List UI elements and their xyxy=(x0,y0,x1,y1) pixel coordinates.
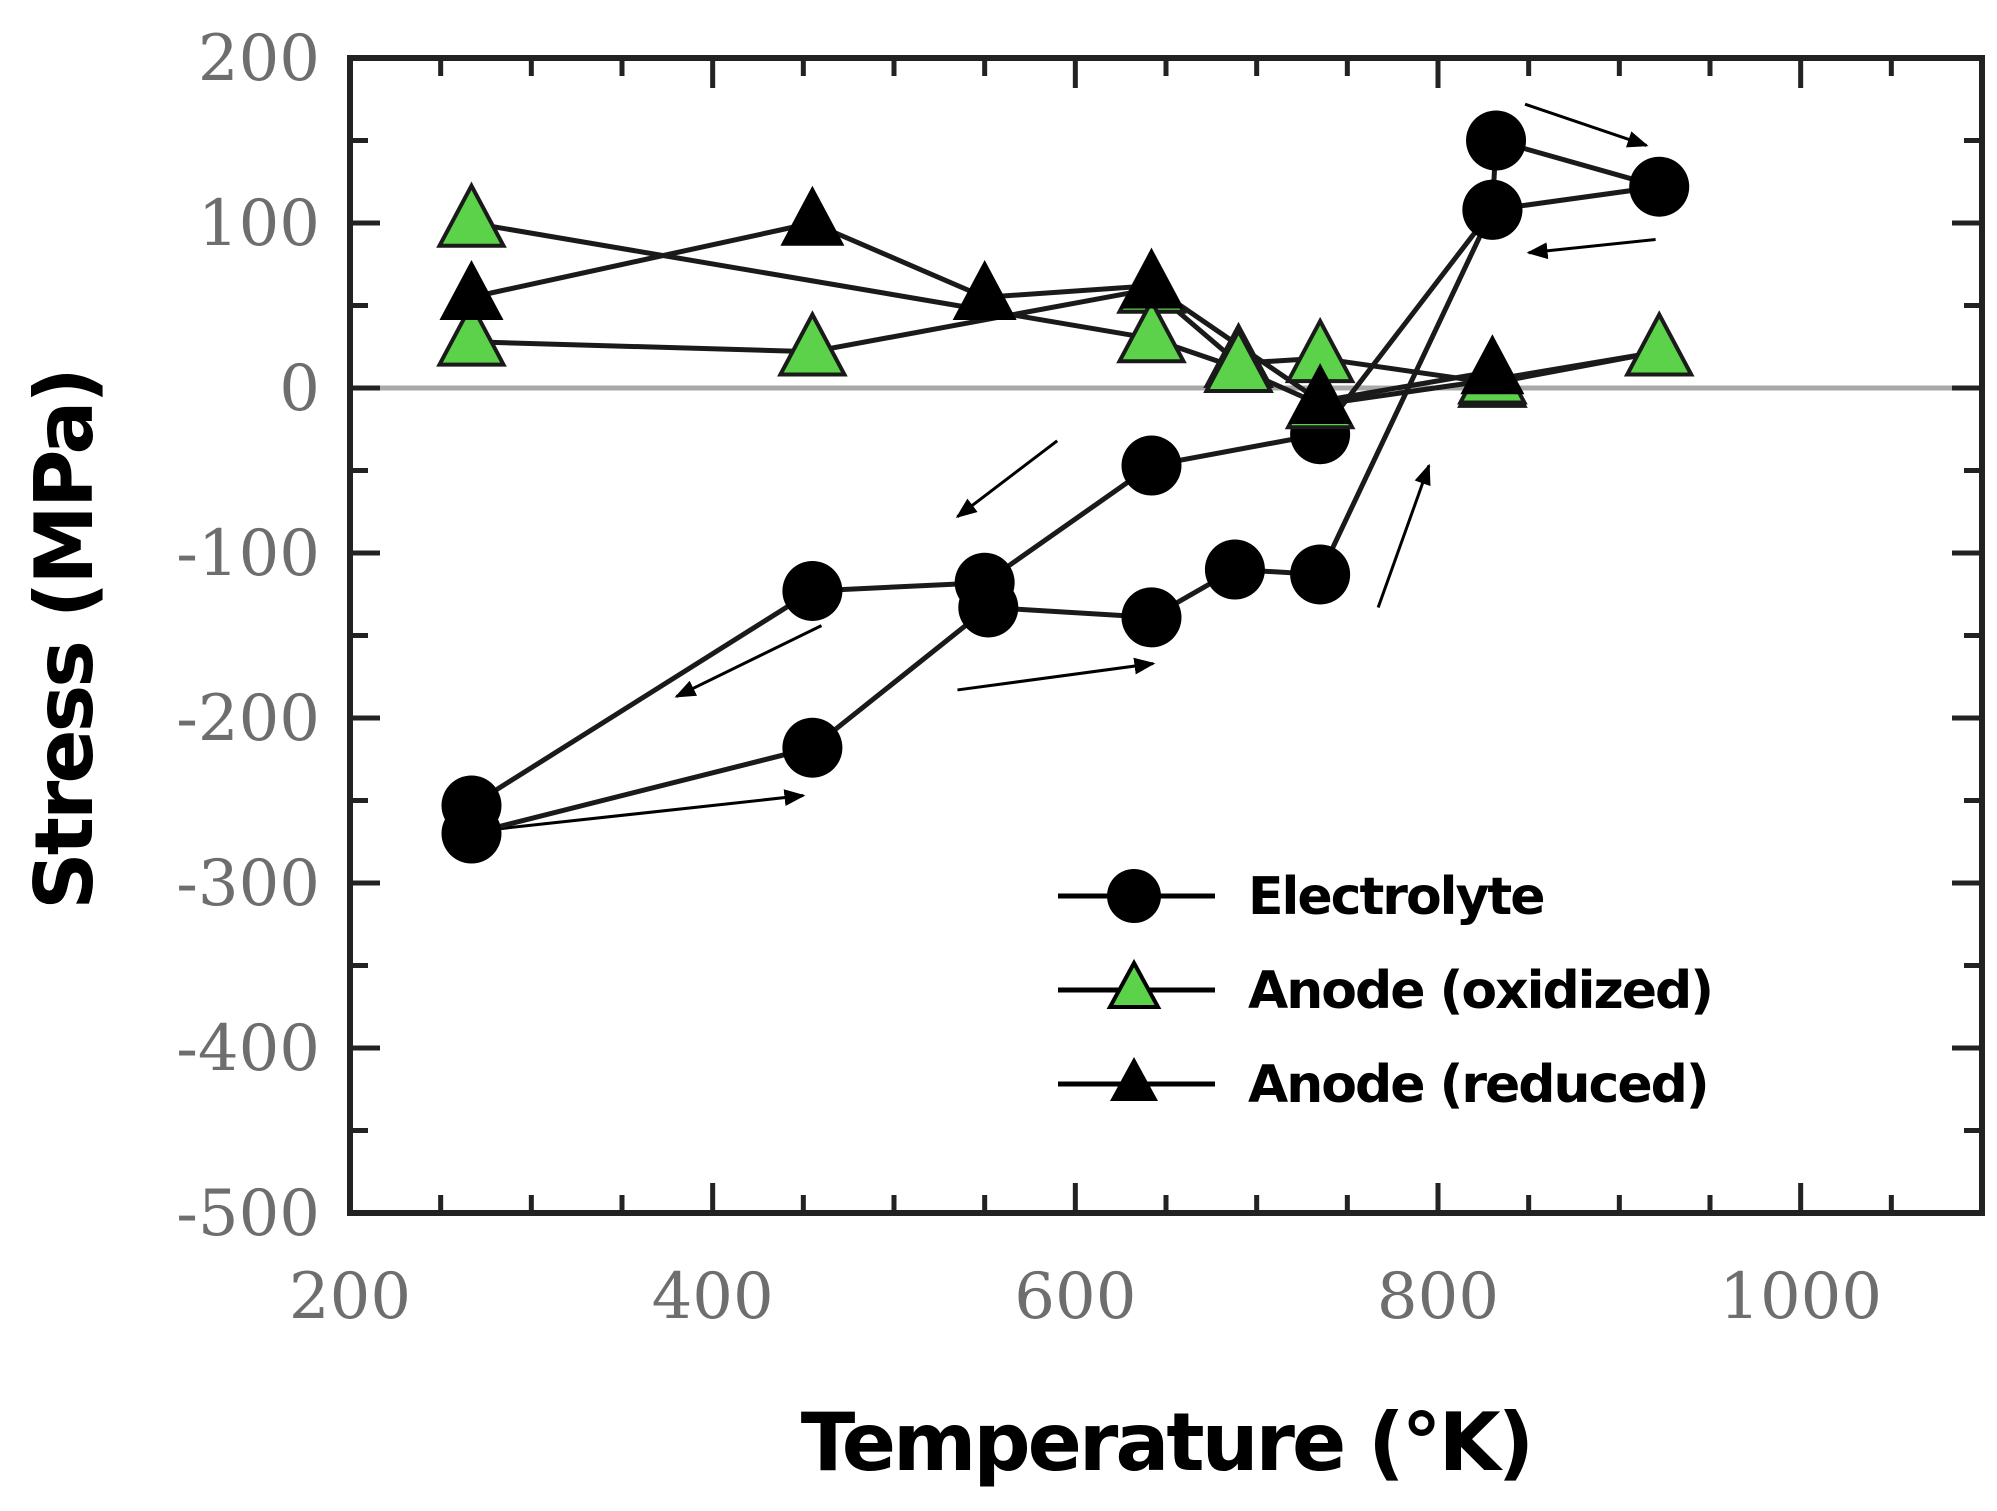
electrolyte-point xyxy=(1121,587,1182,648)
direction-arrow xyxy=(485,789,806,832)
anode-reduced-point xyxy=(952,260,1017,321)
legend-marker-electrolyte xyxy=(1107,869,1161,923)
y-axis-title: Stress (MPa) xyxy=(18,370,111,910)
legend-label-anode-oxidized: Anode (oxidized) xyxy=(1248,961,1712,1021)
direction-arrow xyxy=(955,439,1059,518)
anode-oxidized-point xyxy=(777,310,848,377)
legend-label-anode-reduced: Anode (reduced) xyxy=(1248,1055,1708,1115)
legend-marker-anode-reduced xyxy=(1110,1057,1158,1101)
anode-reduced-point xyxy=(780,185,845,246)
y-tick-label: -100 xyxy=(176,517,320,591)
electrolyte-point xyxy=(1629,156,1690,217)
legend-marker-anode-oxidized xyxy=(1106,958,1162,1009)
electrolyte-point xyxy=(954,552,1015,613)
x-tick-label: 800 xyxy=(1377,1260,1499,1334)
electrolyte-point xyxy=(1290,544,1351,605)
y-tick-label: -400 xyxy=(176,1012,320,1086)
anode-oxidized-point xyxy=(1623,310,1695,377)
x-tick-label: 400 xyxy=(652,1260,774,1334)
anode-reduced-point xyxy=(1460,334,1525,395)
anode-reduced-point xyxy=(439,260,504,321)
anode-reduced-point xyxy=(1119,248,1184,309)
electrolyte-point xyxy=(1121,435,1182,496)
series-line-2 xyxy=(470,220,1493,404)
y-tick-label: -200 xyxy=(176,682,320,756)
x-tick-label: 1000 xyxy=(1719,1260,1882,1334)
legend: Electrolyte Anode (oxidized) Anode (redu… xyxy=(1058,867,1714,1115)
y-tick-label: -300 xyxy=(176,847,320,921)
electrolyte-point xyxy=(441,775,502,836)
y-tick-label: 200 xyxy=(198,22,320,96)
direction-arrow xyxy=(674,624,823,698)
direction-arrow xyxy=(1526,238,1656,260)
electrolyte-point xyxy=(1462,179,1523,240)
electrolyte-point xyxy=(1466,110,1527,171)
anode-oxidized-point xyxy=(436,181,507,248)
y-tick-label: 100 xyxy=(198,187,320,261)
direction-arrows xyxy=(485,102,1656,832)
anode-oxidized-point xyxy=(1203,326,1274,393)
x-tick-label: 600 xyxy=(1014,1260,1136,1334)
direction-arrow xyxy=(957,657,1156,692)
y-tick-label: -500 xyxy=(176,1177,320,1251)
y-tick-label: 0 xyxy=(279,352,320,426)
anode-oxidized-point xyxy=(436,300,507,367)
electrolyte-point xyxy=(782,560,843,621)
x-tick-label: 200 xyxy=(289,1260,411,1334)
x-axis-title: Temperature (°K) xyxy=(801,1396,1531,1489)
legend-label-electrolyte: Electrolyte xyxy=(1248,867,1544,927)
direction-arrow xyxy=(1376,463,1431,608)
electrolyte-point xyxy=(782,717,843,778)
direction-arrow xyxy=(1524,102,1649,148)
tick-labels: 200 400 600 800 10002001000-100-200-300-400-… xyxy=(176,22,1882,1334)
data-series xyxy=(436,110,1695,864)
anode-reduced-point xyxy=(1288,364,1353,424)
anode-oxidized-point xyxy=(1116,297,1187,364)
plot-frame xyxy=(347,55,1985,1216)
electrolyte-point xyxy=(1204,539,1265,600)
